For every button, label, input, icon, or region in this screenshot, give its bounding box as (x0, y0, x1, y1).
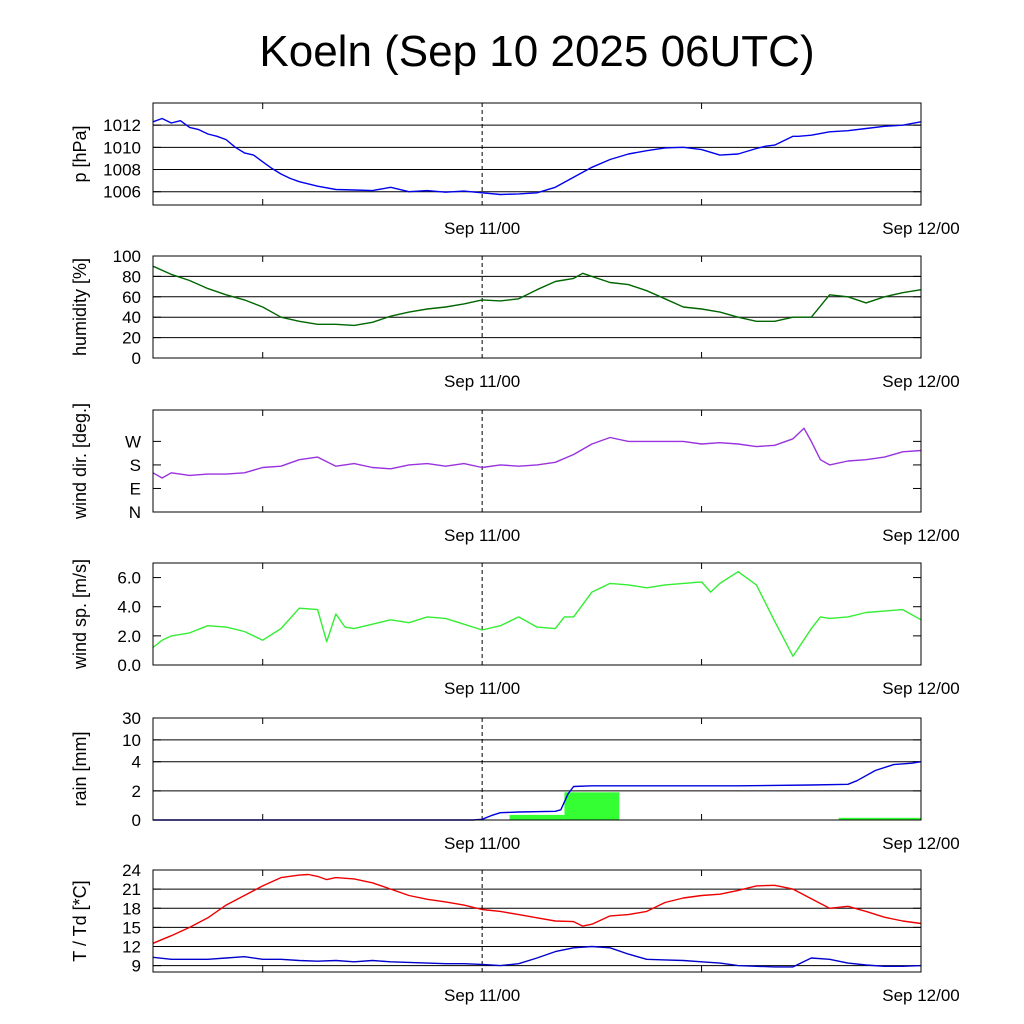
y-tick-label: N (129, 503, 141, 522)
panel-frame (152, 869, 922, 973)
rain-bar (509, 814, 565, 820)
rain-panel: 0 2 4 10 30 rain [mm] Sep 11/00 Sep 12/00 (70, 709, 960, 853)
series-line-humidity (152, 265, 922, 327)
y-tick-label: 1006 (103, 183, 141, 202)
y-tick-label: 60 (122, 288, 141, 307)
y-tick-label: 2.0 (117, 627, 141, 646)
pressure-panel: 1006 1008 1010 1012 p [hPa] Sep 11/00 Sep 12/0… (70, 102, 960, 238)
y-tick-label: 0 (132, 811, 141, 830)
y-tick-label: 1008 (103, 161, 141, 180)
x-date-label: Sep 11/00 (444, 526, 520, 545)
y-tick-label: S (130, 456, 141, 475)
series-line-t (152, 873, 922, 944)
y-axis-label: rain [mm] (70, 731, 90, 806)
y-tick-label: E (130, 479, 141, 498)
y-tick-label: 0 (132, 349, 141, 368)
y-tick-label: 1010 (103, 138, 141, 157)
y-axis-label: humidity [%] (70, 258, 90, 356)
x-date-label: Sep 12/00 (882, 986, 960, 1005)
y-tick-label: 12 (122, 938, 141, 957)
y-axis-label: p [hPa] (70, 125, 90, 182)
y-tick-label: 18 (122, 899, 141, 918)
y-tick-label: 4.0 (117, 598, 141, 617)
y-tick-label: 20 (122, 329, 141, 348)
x-date-label: Sep 11/00 (444, 834, 520, 853)
y-tick-label: 0.0 (117, 656, 141, 675)
series-line-direction (152, 427, 922, 479)
chart-title: Koeln (Sep 10 2025 06UTC) (259, 27, 814, 76)
y-tick-label: 21 (122, 880, 141, 899)
x-date-label: Sep 12/00 (882, 219, 960, 238)
y-tick-label: 100 (113, 247, 141, 266)
y-axis-label: wind dir. [deg.] (70, 403, 90, 520)
rain-bar (838, 817, 921, 820)
series-line-td (152, 945, 922, 968)
y-tick-label: W (125, 432, 141, 451)
series-line-p (152, 117, 922, 196)
y-tick-label: 10 (122, 731, 141, 750)
y-tick-label: 40 (122, 308, 141, 327)
x-date-label: Sep 12/00 (882, 679, 960, 698)
y-tick-label: 30 (122, 709, 141, 728)
x-date-label: Sep 11/00 (444, 679, 520, 698)
wind-speed-panel: 0.0 2.0 4.0 6.0 wind sp. [m/s] Sep 11/00 Sep 1… (70, 559, 960, 698)
panel-frame (152, 717, 922, 821)
y-tick-label: 1012 (103, 116, 141, 135)
y-axis-label: T / Td [*C] (70, 880, 90, 961)
y-tick-label: 24 (122, 861, 141, 880)
series-line-accumulated (153, 761, 922, 821)
x-date-label: Sep 11/00 (444, 986, 520, 1005)
y-tick-label: 80 (122, 267, 141, 286)
x-date-label: Sep 12/00 (882, 372, 960, 391)
y-tick-label: 2 (132, 782, 141, 801)
x-date-label: Sep 11/00 (444, 372, 520, 391)
x-date-label: Sep 12/00 (882, 526, 960, 545)
y-tick-label: 6.0 (117, 569, 141, 588)
panel-frame (152, 562, 922, 666)
rain-bar (564, 792, 620, 820)
panel-frame (152, 102, 922, 206)
y-tick-label: 15 (122, 918, 141, 937)
y-tick-label: 9 (132, 957, 141, 976)
series-line-speed (152, 571, 922, 657)
panel-frame (152, 409, 922, 513)
y-tick-label: 4 (132, 753, 141, 772)
x-date-label: Sep 11/00 (444, 219, 520, 238)
y-axis-label: wind sp. [m/s] (70, 559, 90, 670)
x-date-label: Sep 12/00 (882, 834, 960, 853)
panel-frame (152, 255, 922, 359)
